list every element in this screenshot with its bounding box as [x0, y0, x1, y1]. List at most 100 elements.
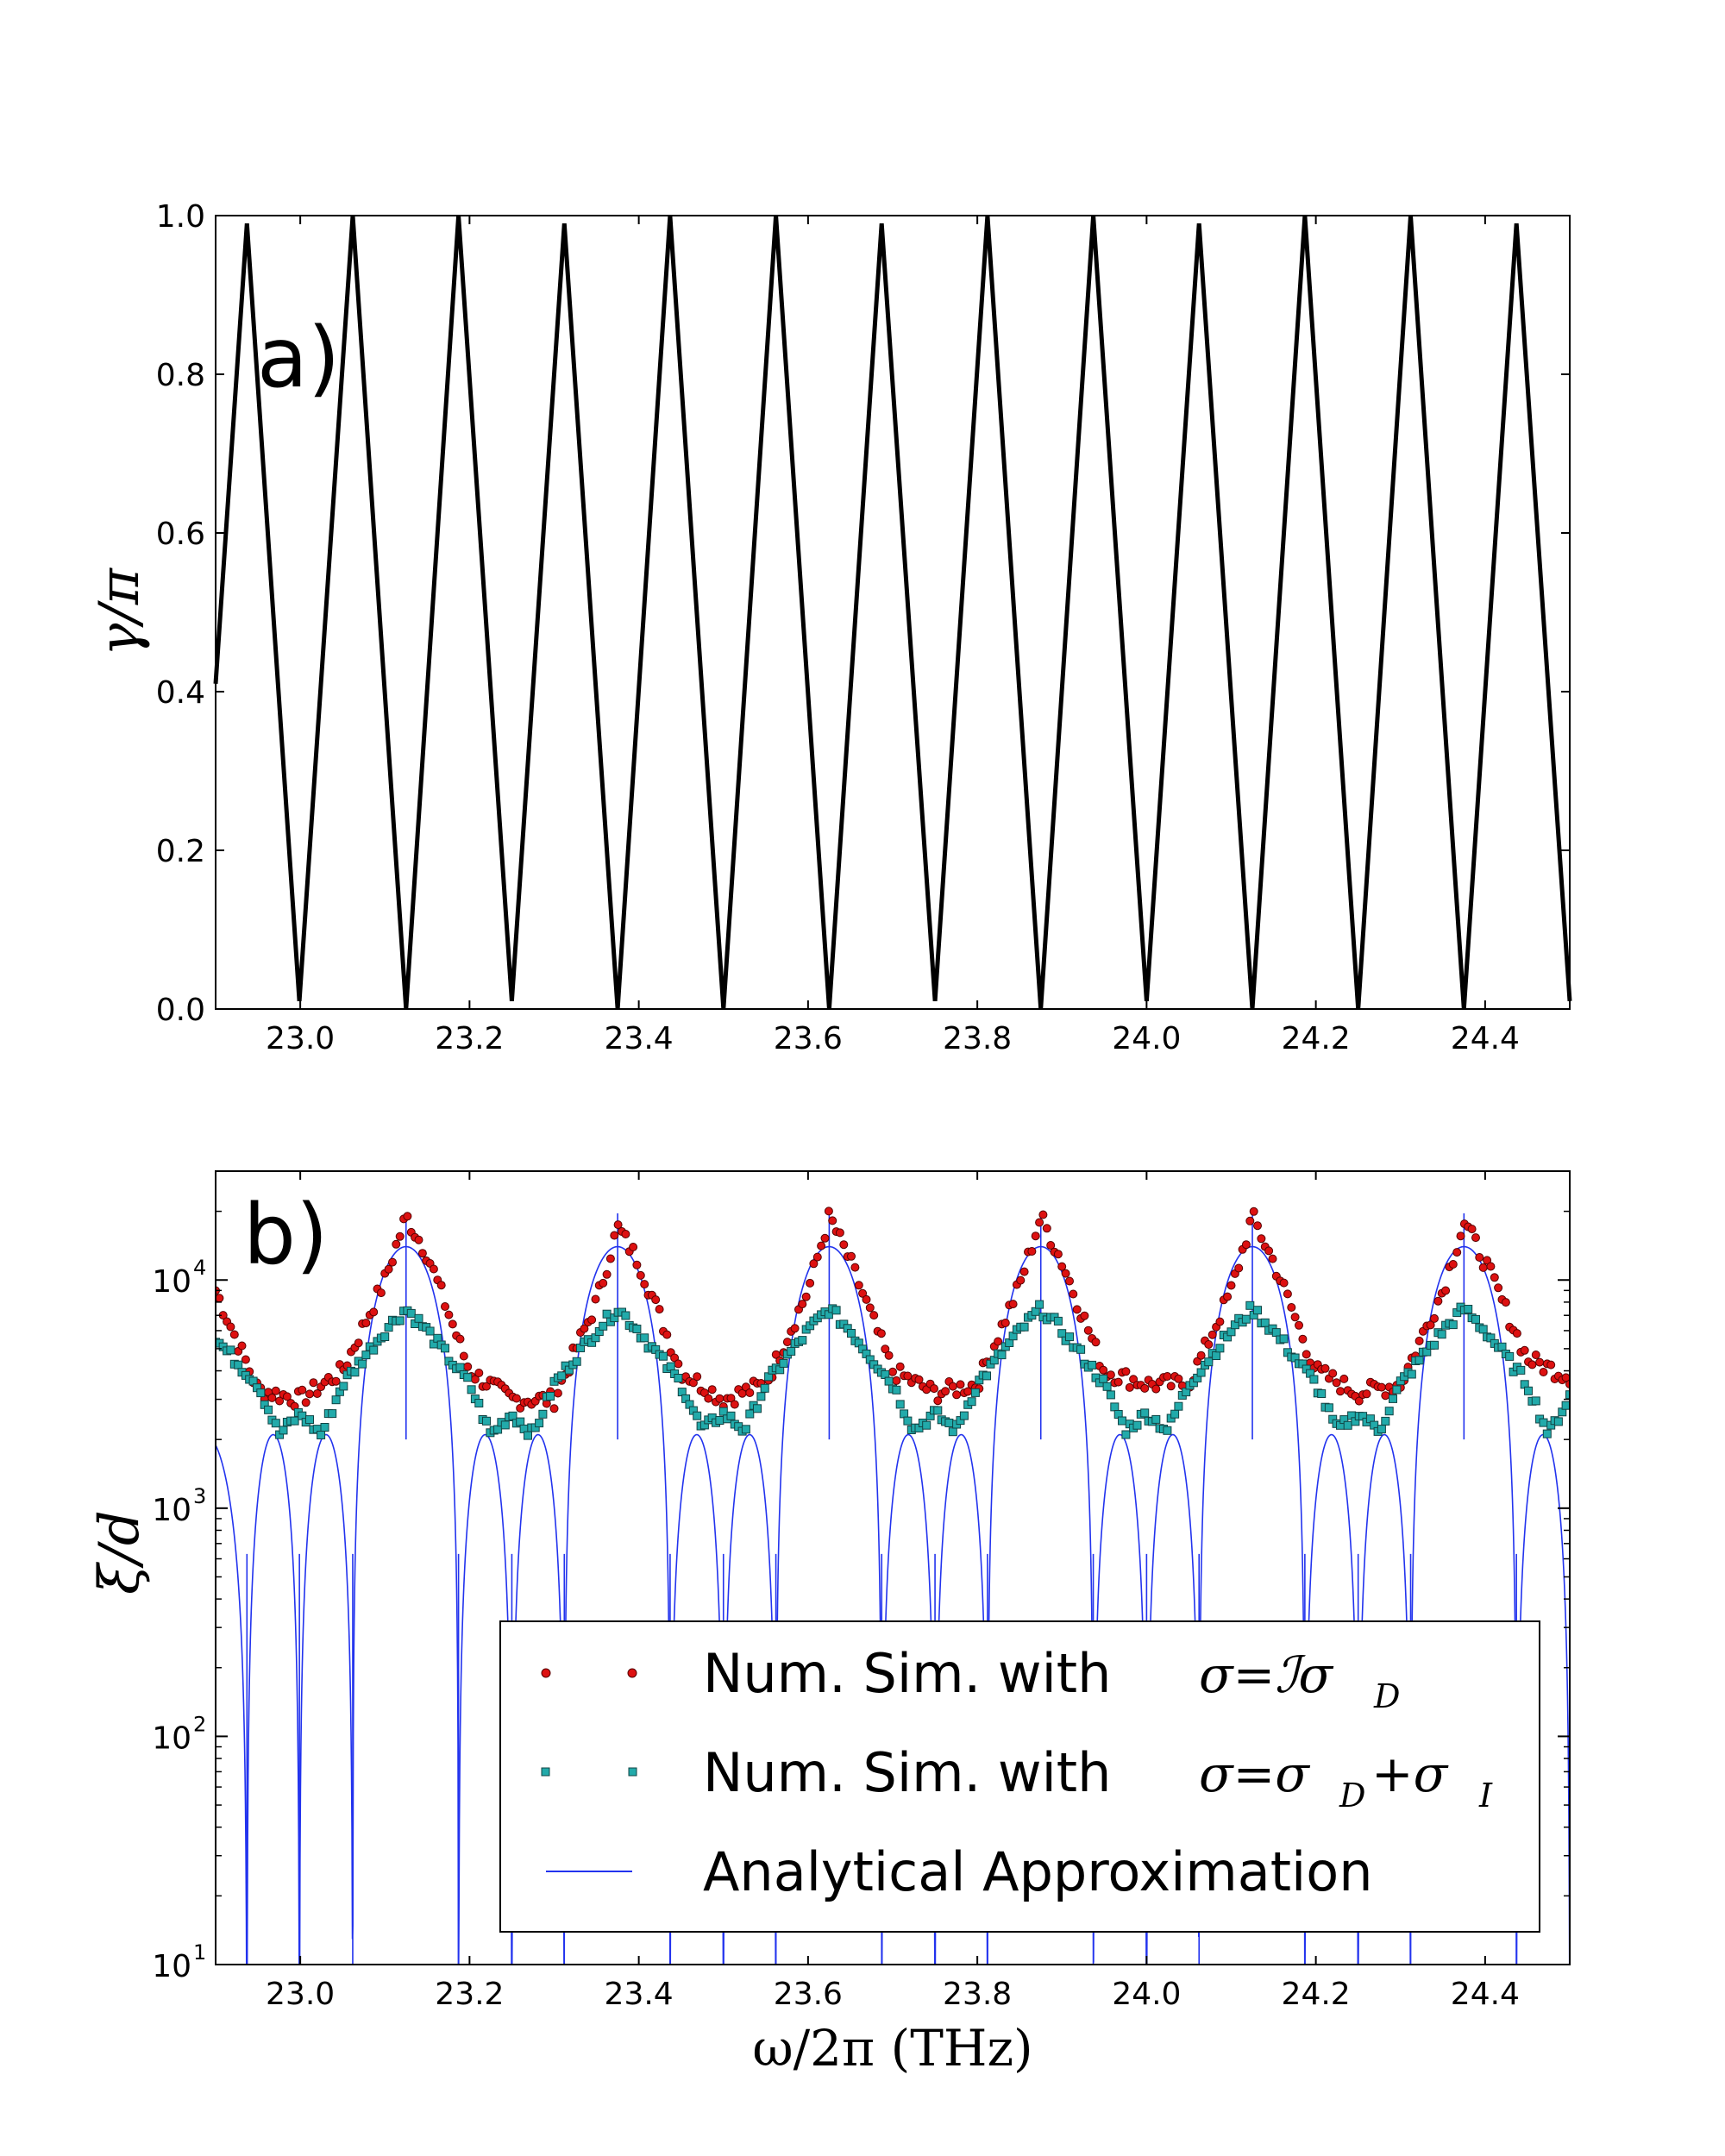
sim-di-point [1140, 1408, 1150, 1418]
sim-d-point [854, 1281, 863, 1290]
sim-di-point [493, 1425, 503, 1434]
sim-d-point [414, 1235, 423, 1244]
sim-di-point [339, 1382, 348, 1391]
sim-di-point [798, 1336, 807, 1345]
sim-d-point [651, 1295, 661, 1305]
sim-di-point [1464, 1305, 1473, 1313]
sim-d-point [1061, 1269, 1070, 1278]
sim-d-point [1328, 1369, 1338, 1378]
legend-entry-sim-d: Num. Sim. with σ=ℐσ D [541, 1642, 1400, 1715]
sim-di-point [1478, 1325, 1488, 1334]
legend-label-sim-d: Num. Sim. with [703, 1642, 1111, 1705]
analytical-approximation-line [216, 1245, 1570, 1965]
sim-d-point [1478, 1263, 1488, 1272]
legend-entry-analytical: Analytical Approximation [546, 1840, 1373, 1903]
sim-di-point [1170, 1409, 1180, 1419]
sim-d-point [865, 1303, 875, 1313]
sim-d-point [1065, 1276, 1074, 1286]
sim-di-point [1163, 1426, 1172, 1435]
sim-di-point [279, 1426, 288, 1435]
sim-di-point [1065, 1332, 1074, 1342]
panel-b-x-tick-label: 24.0 [1112, 1977, 1181, 2012]
sim-di-point [741, 1425, 750, 1434]
sim-d-point [482, 1382, 491, 1391]
sim-d-point [1441, 1286, 1451, 1295]
sim-di-point [1553, 1417, 1563, 1426]
sim-d-point [1448, 1260, 1458, 1269]
sim-d-point [1531, 1351, 1540, 1359]
sim-di-point [1497, 1342, 1507, 1351]
panel-b-x-ticks: 23.0 23.2 23.4 23.6 23.8 24.0 24.2 24.4 [266, 1171, 1520, 2012]
sim-d-point [591, 1294, 600, 1304]
sim-d-point [881, 1344, 890, 1354]
sim-di-point [1437, 1330, 1446, 1339]
sim-di-point [380, 1332, 390, 1341]
panel-a-series-layer [213, 215, 1572, 1010]
sim-di-point [1542, 1429, 1552, 1438]
sim-d-point [1042, 1224, 1051, 1233]
sim-di-point [474, 1399, 484, 1407]
sim-di-point [1539, 1418, 1548, 1427]
sim-di-point [538, 1409, 548, 1419]
sim-di-point [1260, 1318, 1270, 1327]
sim-d-point [602, 1269, 612, 1279]
sim-d-point [1268, 1254, 1277, 1263]
sim-di-point [1392, 1385, 1402, 1395]
sim-d-point [1204, 1340, 1214, 1349]
sim-d-point [1520, 1345, 1529, 1355]
panel-a-y-tick-label: 1.0 [156, 199, 205, 235]
sim-di-point [1516, 1365, 1526, 1375]
panel-a-y-tick-label: 0.6 [156, 517, 205, 552]
sim-di-point [895, 1400, 905, 1409]
sim-di-point [831, 1306, 841, 1315]
sim-d-point [1099, 1365, 1108, 1375]
sim-d-point [1113, 1377, 1123, 1387]
sim-di-point [1565, 1390, 1570, 1400]
sim-d-point [271, 1386, 280, 1395]
panel-a-x-tick-label: 23.0 [266, 1021, 335, 1056]
sim-d-point [1053, 1250, 1063, 1259]
sim-di-point [666, 1362, 675, 1371]
sim-d-point [613, 1220, 623, 1230]
sim-di-point [1088, 1360, 1097, 1369]
sim-di-point [903, 1416, 913, 1426]
sim-d-point [1452, 1248, 1462, 1257]
sim-di-point [933, 1406, 943, 1415]
sim-d-point [312, 1389, 322, 1398]
sim-d-point [1287, 1303, 1296, 1312]
sim-d-point [730, 1400, 739, 1409]
panel-b-plot-frame [215, 1170, 1571, 1965]
sim-d-point [309, 1378, 318, 1388]
sim-d-point [858, 1288, 868, 1298]
panel-a-y-ticks: 0.0 0.2 0.4 0.6 0.8 1.0 [156, 199, 1570, 1028]
sim-di-point [753, 1404, 762, 1413]
sim-d-point [1035, 1218, 1044, 1227]
sim-di-point [760, 1383, 769, 1393]
sim-d-point [655, 1305, 664, 1314]
sim-d-point [549, 1404, 559, 1413]
sim-d-point [1223, 1292, 1233, 1301]
sim-d-point [1174, 1374, 1183, 1383]
sim-di-point [621, 1311, 630, 1320]
sim-d-point [1253, 1221, 1262, 1231]
panel-b-x-tick-label: 23.6 [774, 1977, 843, 2012]
sim-di-point [674, 1374, 683, 1382]
sim-di-point [922, 1420, 932, 1430]
legend-entry-sim-di: Num. Sim. with σ=σ D +σ I [541, 1741, 1493, 1814]
sim-di-point [414, 1313, 423, 1323]
sim-d-point [1456, 1232, 1465, 1241]
sim-di-point [305, 1415, 314, 1425]
sim-d-point [1565, 1380, 1570, 1388]
sim-d-point [463, 1362, 473, 1371]
sim-d-point [726, 1394, 736, 1403]
sim-di-point [718, 1407, 728, 1416]
sim-di-point [959, 1411, 969, 1420]
sim-d-point [459, 1351, 468, 1361]
legend-math-sim-d: σ=ℐσ [1199, 1645, 1333, 1704]
sim-d-point [226, 1322, 235, 1332]
sim-di-point [1174, 1401, 1183, 1411]
panel-b-y-axis-title: ξ/d [88, 1510, 152, 1595]
panel-b-x-axis-title: ω/2π (THz) [752, 2019, 1032, 2078]
sim-di-point [1384, 1407, 1394, 1416]
sim-di-point [500, 1420, 510, 1430]
